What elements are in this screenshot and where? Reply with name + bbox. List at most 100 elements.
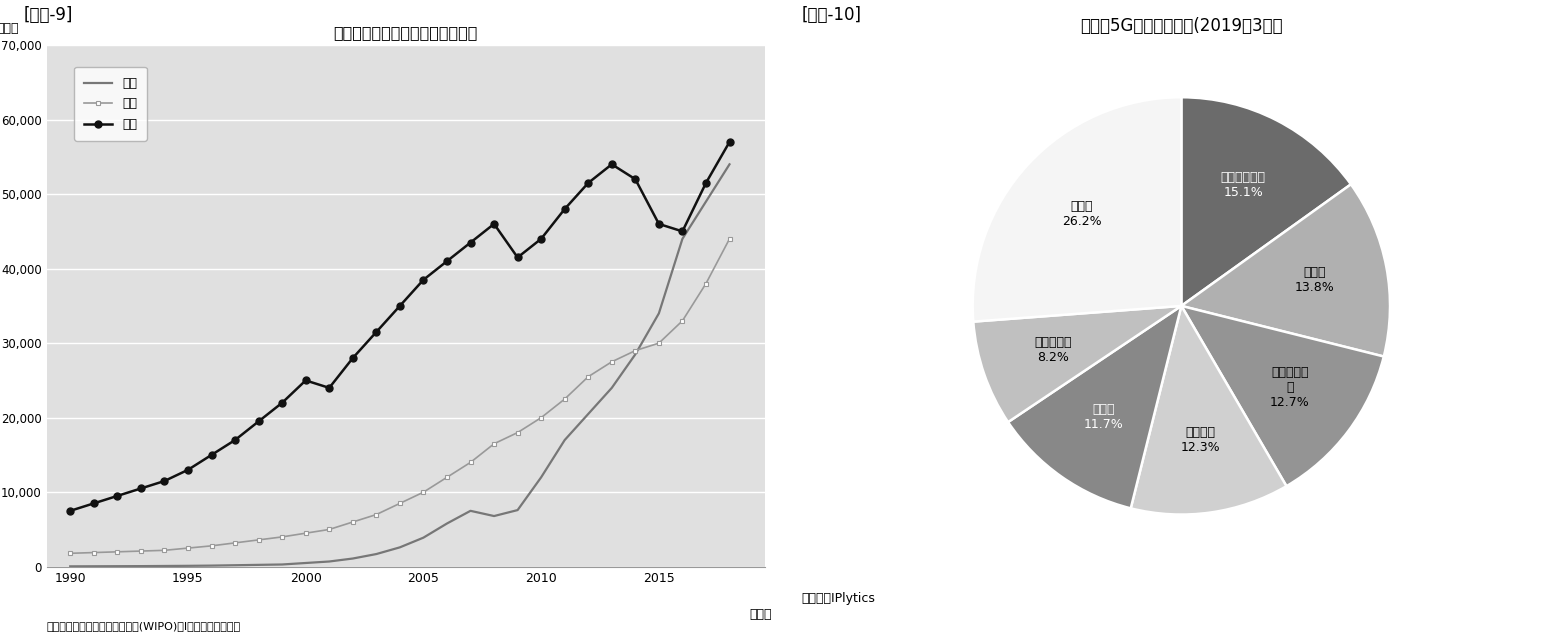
米国 (226, 436, 244, 444)
Title: 日米中の国際特許出願の推移比較: 日米中の国際特許出願の推移比較 (333, 24, 478, 40)
日本 (61, 549, 79, 557)
Wedge shape (1181, 184, 1390, 357)
米国 (84, 500, 103, 507)
日本 (414, 488, 433, 496)
米国 (296, 377, 314, 384)
Wedge shape (1131, 306, 1287, 515)
Text: ＬＧ電子
12.3%: ＬＧ電子 12.3% (1181, 426, 1220, 454)
中国 (107, 562, 126, 570)
Text: ＺＴＥ
11.7%: ＺＴＥ 11.7% (1083, 403, 1123, 431)
中国 (156, 562, 174, 570)
中国 (720, 160, 739, 168)
Wedge shape (974, 306, 1181, 422)
米国 (555, 205, 574, 213)
米国 (107, 492, 126, 500)
中国 (321, 558, 339, 565)
中国 (132, 562, 151, 570)
中国 (226, 562, 244, 569)
Text: サムスン電
子
12.7%: サムスン電 子 12.7% (1270, 366, 1310, 409)
日本 (509, 429, 527, 437)
日本 (296, 529, 314, 537)
日本 (344, 518, 363, 526)
中国 (367, 550, 386, 558)
米国 (414, 276, 433, 283)
米国 (461, 239, 479, 247)
日本 (107, 548, 126, 556)
中国 (179, 562, 198, 570)
米国 (272, 399, 291, 406)
中国 (485, 512, 504, 520)
日本 (179, 544, 198, 552)
日本 (226, 539, 244, 547)
Text: その他
26.2%: その他 26.2% (1063, 200, 1102, 228)
米国 (602, 160, 621, 168)
米国 (391, 302, 409, 310)
米国 (649, 220, 668, 228)
Line: 中国: 中国 (70, 164, 730, 566)
米国 (697, 179, 716, 187)
中国 (532, 473, 551, 481)
中国 (296, 559, 314, 567)
米国 (156, 477, 174, 485)
Text: [図表-10]: [図表-10] (801, 6, 862, 24)
中国 (84, 562, 103, 570)
日本 (84, 549, 103, 556)
中国 (437, 520, 456, 527)
中国 (626, 350, 644, 358)
米国 (509, 254, 527, 261)
中国 (649, 310, 668, 317)
Text: （年）: （年） (750, 609, 772, 621)
Wedge shape (1181, 97, 1351, 306)
日本 (249, 536, 268, 544)
米国 (179, 466, 198, 474)
日本 (132, 547, 151, 555)
米国 (344, 354, 363, 362)
Wedge shape (1008, 306, 1181, 508)
中国 (509, 506, 527, 514)
中国 (249, 561, 268, 569)
米国 (579, 179, 598, 187)
Text: （出典）IPlytics: （出典）IPlytics (801, 592, 874, 605)
米国 (674, 227, 692, 235)
Text: クアルコム
8.2%: クアルコム 8.2% (1035, 336, 1072, 365)
日本 (532, 414, 551, 422)
日本 (156, 547, 174, 554)
日本 (697, 279, 716, 287)
日本 (461, 459, 479, 466)
中国 (579, 410, 598, 418)
日本 (579, 373, 598, 381)
Text: （件）: （件） (0, 22, 19, 35)
中国 (555, 436, 574, 444)
中国 (602, 384, 621, 392)
Wedge shape (972, 97, 1181, 321)
米国 (321, 384, 339, 392)
中国 (272, 561, 291, 569)
日本 (602, 358, 621, 366)
米国 (249, 417, 268, 425)
Text: [図表-9]: [図表-9] (23, 6, 73, 24)
中国 (674, 235, 692, 243)
中国 (61, 562, 79, 570)
中国 (344, 554, 363, 562)
日本 (555, 395, 574, 403)
日本 (272, 533, 291, 541)
中国 (461, 507, 479, 515)
米国 (367, 328, 386, 336)
日本 (321, 526, 339, 533)
中国 (202, 562, 221, 569)
日本 (202, 542, 221, 550)
米国 (132, 484, 151, 492)
Title: 世界の5G標準必須特許(2019年3月）: 世界の5G標準必須特許(2019年3月） (1080, 17, 1282, 35)
日本 (720, 235, 739, 243)
Wedge shape (1181, 306, 1383, 486)
Line: 米国: 米国 (67, 138, 733, 515)
米国 (532, 235, 551, 243)
Text: ノキア
13.8%: ノキア 13.8% (1295, 267, 1335, 294)
Text: （資料））世界知的所有権機関(WIPO)のIデータを元に作成: （資料））世界知的所有権機関(WIPO)のIデータを元に作成 (47, 621, 241, 631)
米国 (485, 220, 504, 228)
中国 (414, 534, 433, 542)
Text: ファーウェイ
15.1%: ファーウェイ 15.1% (1221, 171, 1267, 199)
日本 (674, 317, 692, 325)
日本 (485, 440, 504, 448)
米国 (437, 258, 456, 265)
